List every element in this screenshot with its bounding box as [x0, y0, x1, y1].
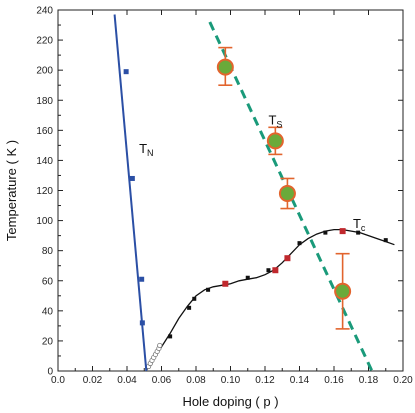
y-tick-label: 220 — [36, 36, 53, 47]
tc-point — [297, 241, 302, 246]
tn-point — [123, 69, 129, 75]
annotation-tc-sub: c — [361, 223, 366, 233]
tn-point — [139, 276, 145, 282]
ts-point — [334, 282, 352, 300]
y-tick-label: 20 — [42, 336, 54, 347]
y-axis-label: Temperature ( K ) — [4, 140, 19, 241]
y-tick-label: 160 — [36, 126, 53, 137]
ts-point — [266, 132, 284, 150]
y-tick-label: 60 — [42, 276, 54, 287]
x-tick-label: 0.12 — [255, 375, 275, 386]
annotation-ts-sub: S — [276, 119, 282, 129]
tc-red-point — [284, 255, 291, 262]
x-tick-label: 0.18 — [359, 375, 379, 386]
tc-red-point — [339, 228, 346, 235]
y-tick-label: 100 — [36, 216, 53, 227]
annotation-tn: TN — [139, 141, 153, 158]
tn-point — [129, 175, 135, 181]
y-tick-label: 80 — [42, 246, 54, 257]
ts-point — [278, 185, 296, 203]
tc-point — [168, 334, 173, 339]
x-tick-label: 0.20 — [393, 375, 413, 386]
tc-point — [245, 275, 250, 280]
tc-point — [356, 230, 361, 235]
x-tick-label: 0.10 — [221, 375, 241, 386]
data-layer — [113, 14, 395, 372]
x-tick-label: 0.06 — [152, 375, 172, 386]
y-tick-label: 140 — [36, 156, 53, 167]
tc-point — [206, 287, 211, 292]
y-tick-label: 200 — [36, 66, 53, 77]
annotation-ts: TS — [268, 112, 282, 129]
ts-point — [216, 58, 234, 76]
tn-line — [113, 14, 148, 372]
tc-open-point — [157, 342, 163, 349]
x-tick-label: 0.14 — [290, 375, 310, 386]
tc-point — [383, 238, 388, 243]
tc-red-point — [272, 267, 279, 274]
y-tick-label: 240 — [36, 6, 53, 17]
tc-point — [266, 268, 271, 273]
tc-point — [187, 305, 192, 310]
x-tick-label: 0.0 — [51, 375, 65, 386]
ts-dashed-line — [208, 21, 374, 372]
tn-point — [139, 320, 145, 326]
tc-red-point — [222, 280, 229, 287]
y-tick-label: 180 — [36, 96, 53, 107]
x-tick-label: 0.04 — [117, 375, 137, 386]
y-tick-label: 120 — [36, 186, 53, 197]
tc-point — [192, 296, 197, 301]
x-tick-label: 0.08 — [186, 375, 206, 386]
tc-point — [323, 230, 328, 235]
x-axis-label: Hole doping ( p ) — [182, 394, 278, 409]
axes-layer: 0.0 0.02 0.04 0.06 0.08 0.10 0.12 0.14 0.16 0.18 0… — [36, 6, 413, 387]
tc-curve — [145, 228, 395, 372]
x-tick-label: 0.02 — [83, 375, 103, 386]
x-tick-label: 0.16 — [324, 375, 344, 386]
y-tick-label: 0 — [47, 367, 53, 378]
y-tick-label: 40 — [42, 306, 54, 317]
annotation-tn-sub: N — [147, 148, 154, 158]
annotation-tc: Tc — [353, 216, 366, 233]
